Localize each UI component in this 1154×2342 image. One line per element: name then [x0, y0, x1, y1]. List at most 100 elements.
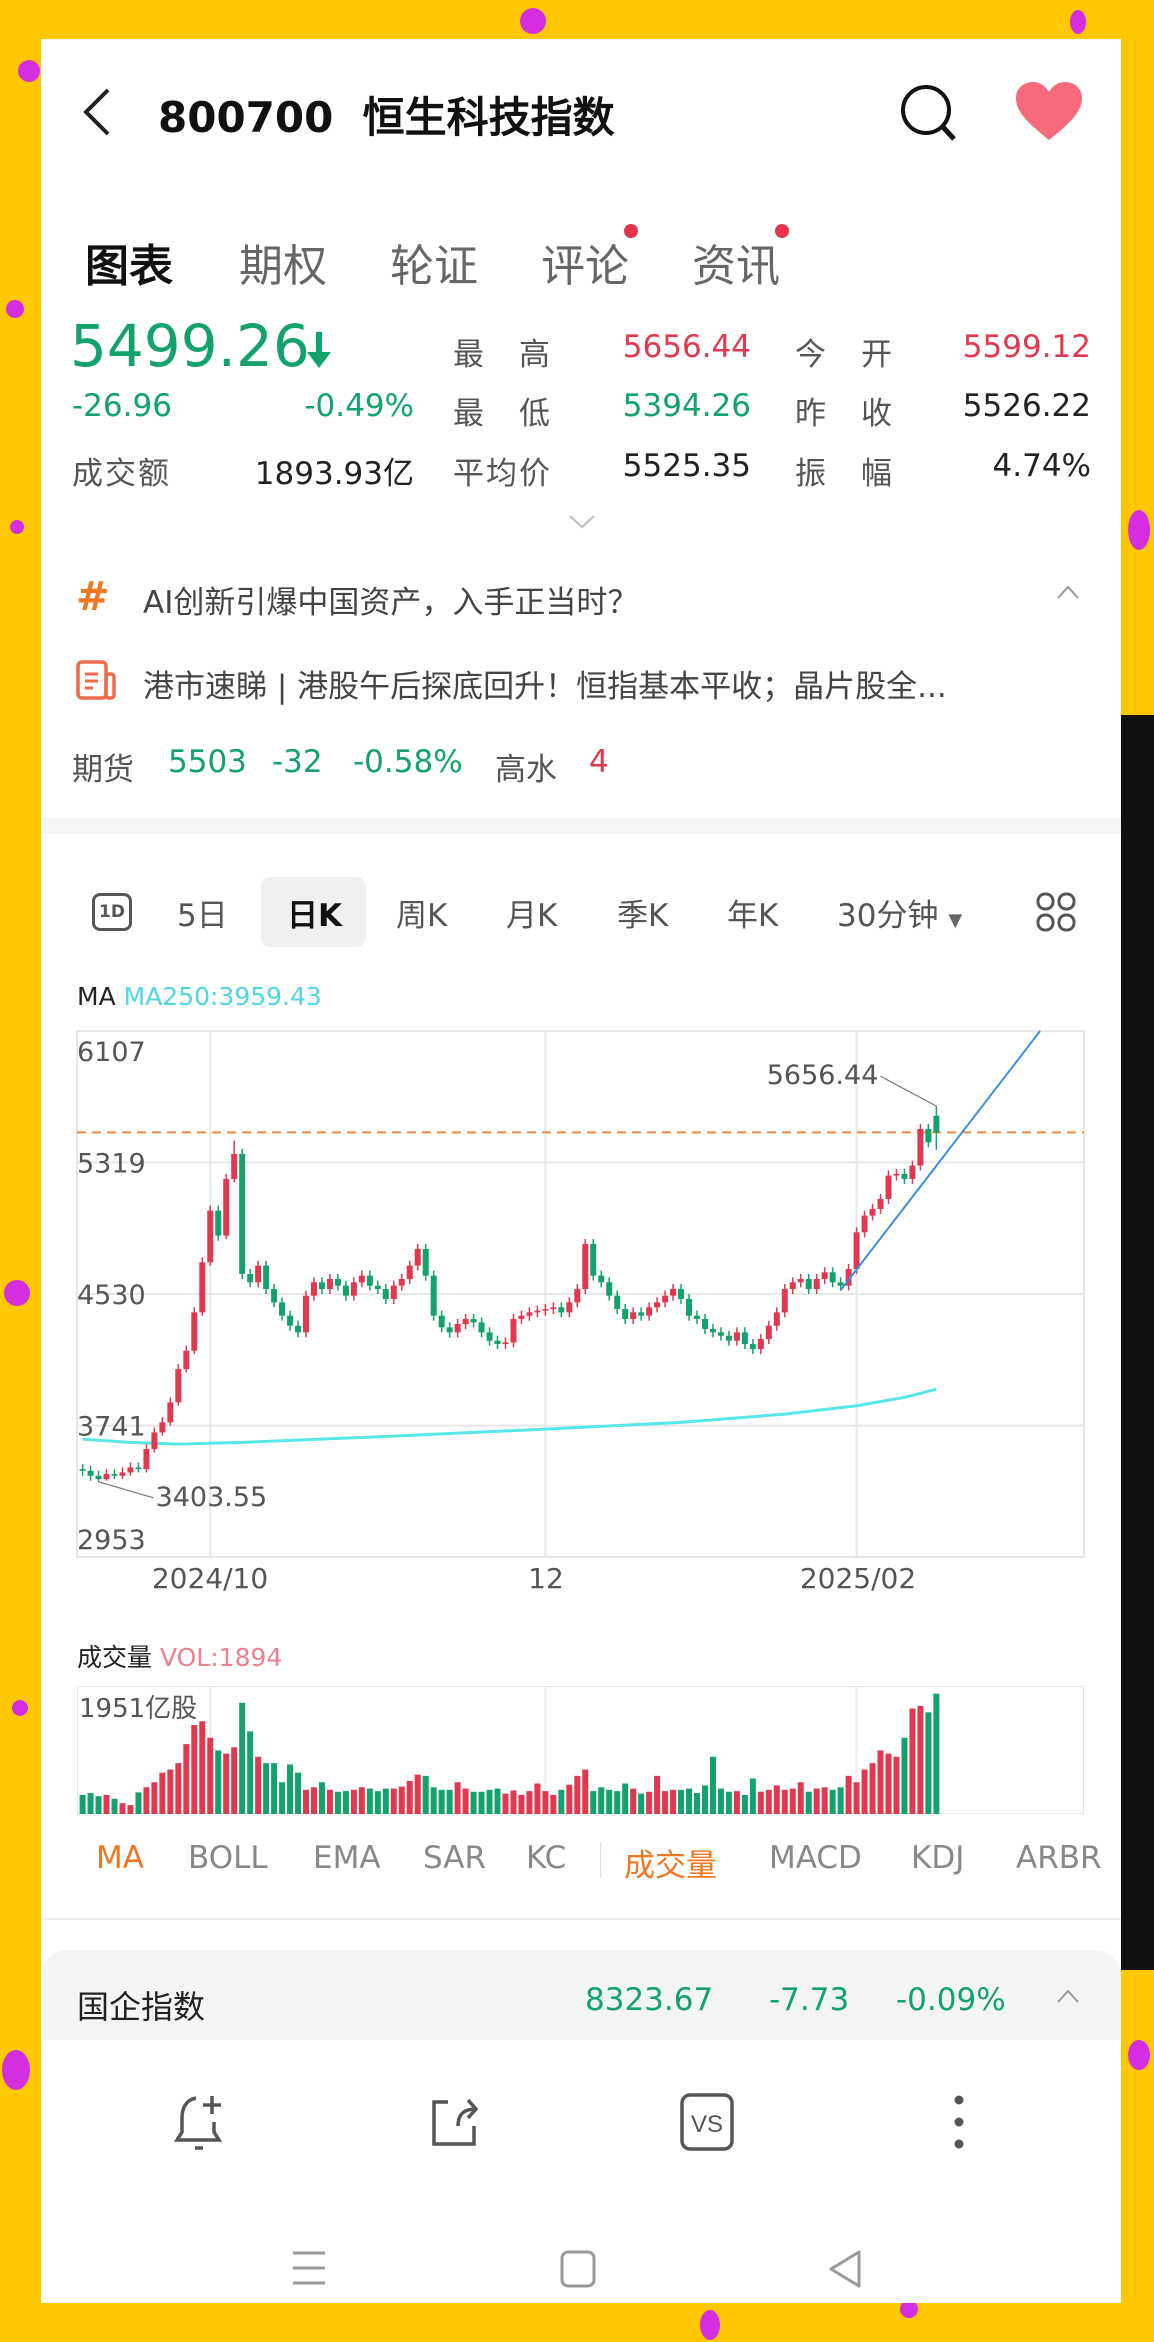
candle — [670, 1283, 677, 1301]
grid-menu-icon[interactable] — [1036, 892, 1076, 932]
annotation-label: 3403.55 — [156, 1482, 268, 1513]
tab-comments[interactable]: 评论 — [541, 241, 629, 292]
period-minute-dropdown[interactable]: 30分钟 ▼ — [837, 898, 963, 934]
volume-bar — [805, 1791, 812, 1814]
volume-bar — [470, 1791, 477, 1814]
volume-bar — [901, 1737, 908, 1814]
intraday-1d-icon[interactable]: 1D — [92, 893, 132, 931]
candle — [358, 1270, 365, 1288]
indicator-ema[interactable]: EMA — [313, 1840, 381, 1876]
tab-options[interactable]: 期权 — [239, 241, 327, 292]
collapse-caret-icon[interactable] — [1056, 584, 1080, 600]
volume-bar — [797, 1782, 804, 1814]
candle — [366, 1270, 373, 1291]
candle — [797, 1273, 804, 1288]
volume-bar — [318, 1782, 325, 1814]
indicator-boll[interactable]: BOLL — [188, 1840, 268, 1876]
volume-bar — [757, 1791, 764, 1814]
share-icon[interactable] — [428, 2094, 482, 2150]
candle — [310, 1277, 317, 1301]
candle-body — [239, 1153, 246, 1274]
candle — [534, 1305, 541, 1318]
volume-bar — [167, 1769, 174, 1814]
tab-chart[interactable]: 图表 — [85, 241, 175, 292]
candle — [79, 1464, 86, 1476]
tab-warrants[interactable]: 轮证 — [390, 241, 478, 292]
indicator-sar[interactable]: SAR — [423, 1840, 486, 1876]
candle — [781, 1283, 788, 1318]
candle — [199, 1257, 206, 1316]
vs-icon[interactable]: VS — [679, 2092, 735, 2152]
candle — [215, 1205, 222, 1241]
candle — [789, 1277, 796, 1294]
period-daily[interactable]: 日K — [287, 898, 343, 934]
volume-bar — [877, 1750, 884, 1814]
candle-body — [167, 1402, 174, 1423]
volume-bar — [709, 1756, 716, 1814]
expand-up-caret-icon[interactable] — [1056, 1988, 1080, 2004]
indicator-ma[interactable]: MA — [96, 1840, 144, 1876]
indicator-volume[interactable]: 成交量 — [624, 1848, 717, 1884]
candle — [239, 1148, 246, 1279]
index-quote-bar[interactable] — [41, 1950, 1121, 2040]
volume-bar — [686, 1788, 693, 1814]
futures-change: -32 — [272, 744, 323, 780]
candle — [678, 1283, 685, 1305]
candle-body — [638, 1312, 645, 1316]
candle-body — [175, 1369, 182, 1403]
more-icon[interactable] — [950, 2092, 968, 2152]
expand-chevron-icon[interactable] — [568, 514, 596, 530]
high-value: 5656.44 — [622, 329, 751, 365]
stock-name: 恒生科技指数 — [362, 93, 615, 142]
volume-bar — [622, 1783, 629, 1814]
indicator-kdj[interactable]: KDJ — [911, 1840, 965, 1876]
volume-bar — [414, 1774, 421, 1814]
period-monthly[interactable]: 月K — [506, 898, 558, 934]
candlestick-chart[interactable]: 6107 5319 4530 3741 2953 5656.44 3403.55 — [76, 1030, 1085, 1558]
volume-bar — [175, 1763, 182, 1814]
news-topic[interactable]: AI创新引爆中国资产，入手正当时？ — [143, 585, 639, 621]
candle — [845, 1263, 852, 1291]
period-5day[interactable]: 5日 — [177, 898, 228, 934]
ma-legend: MA MA250:3959.43 — [77, 982, 322, 1011]
volume-bar — [430, 1787, 437, 1814]
volume-bar — [885, 1753, 892, 1814]
period-quarterly[interactable]: 季K — [617, 898, 669, 934]
indicator-macd[interactable]: MACD — [769, 1840, 862, 1876]
heart-icon[interactable] — [1014, 80, 1084, 144]
menu-icon[interactable] — [291, 2250, 327, 2286]
indicator-kc[interactable]: KC — [526, 1840, 567, 1876]
volume-bar — [79, 1794, 86, 1814]
bg-dot — [12, 1700, 28, 1716]
volume-bar — [933, 1693, 940, 1814]
volume-bar — [670, 1789, 677, 1814]
volume-bar — [462, 1788, 469, 1814]
bg-dot — [18, 60, 40, 82]
back-chevron-icon[interactable] — [80, 86, 114, 138]
search-icon[interactable] — [898, 82, 958, 144]
volume-bar — [630, 1788, 637, 1814]
volume-bar — [813, 1788, 820, 1814]
news-headline[interactable]: 港市速睇 | 港股午后探底回升！恒指基本平收；晶片股全... — [143, 669, 947, 705]
bell-plus-icon[interactable] — [174, 2092, 230, 2152]
volume-bar — [143, 1787, 150, 1814]
indicator-arbr[interactable]: ARBR — [1016, 1840, 1102, 1876]
volume-bar — [646, 1791, 653, 1814]
period-yearly[interactable]: 年K — [727, 898, 779, 934]
period-weekly[interactable]: 周K — [396, 898, 448, 934]
candle — [183, 1345, 190, 1373]
home-icon[interactable] — [560, 2250, 596, 2288]
candle — [821, 1267, 828, 1284]
candle-body — [622, 1309, 629, 1320]
volume-bar — [606, 1789, 613, 1814]
volume-bar — [239, 1702, 246, 1814]
volume-chart[interactable] — [77, 1686, 1084, 1814]
candle — [231, 1140, 238, 1183]
volume-bar — [789, 1788, 796, 1814]
candle-body — [709, 1329, 716, 1333]
tab-news[interactable]: 资讯 — [692, 241, 780, 292]
candle — [478, 1317, 485, 1338]
index-name: 国企指数 — [77, 1988, 206, 2026]
back-icon[interactable] — [827, 2250, 863, 2288]
volume-bar — [183, 1744, 190, 1814]
